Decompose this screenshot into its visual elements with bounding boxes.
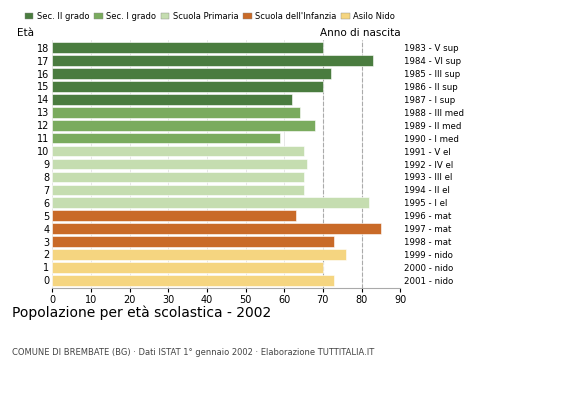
Text: Anno di nascita: Anno di nascita bbox=[320, 28, 400, 38]
Bar bbox=[52, 198, 369, 208]
Bar bbox=[52, 210, 296, 221]
Bar bbox=[52, 68, 331, 79]
Bar bbox=[52, 172, 303, 182]
Legend: Sec. II grado, Sec. I grado, Scuola Primaria, Scuola dell'Infanzia, Asilo Nido: Sec. II grado, Sec. I grado, Scuola Prim… bbox=[25, 12, 395, 21]
Bar bbox=[52, 42, 323, 53]
Bar bbox=[52, 133, 280, 144]
Bar bbox=[52, 184, 303, 195]
Bar bbox=[52, 94, 292, 105]
Bar bbox=[52, 236, 335, 247]
Bar bbox=[52, 159, 307, 169]
Bar bbox=[52, 107, 300, 118]
Text: COMUNE DI BREMBATE (BG) · Dati ISTAT 1° gennaio 2002 · Elaborazione TUTTITALIA.I: COMUNE DI BREMBATE (BG) · Dati ISTAT 1° … bbox=[12, 348, 374, 357]
Text: Età: Età bbox=[17, 28, 34, 38]
Bar bbox=[52, 223, 381, 234]
Bar bbox=[52, 146, 303, 156]
Bar bbox=[52, 262, 323, 273]
Bar bbox=[52, 120, 315, 130]
Bar bbox=[52, 55, 373, 66]
Bar bbox=[52, 81, 323, 92]
Bar bbox=[52, 249, 346, 260]
Text: Popolazione per età scolastica - 2002: Popolazione per età scolastica - 2002 bbox=[12, 306, 271, 320]
Bar bbox=[52, 275, 335, 286]
